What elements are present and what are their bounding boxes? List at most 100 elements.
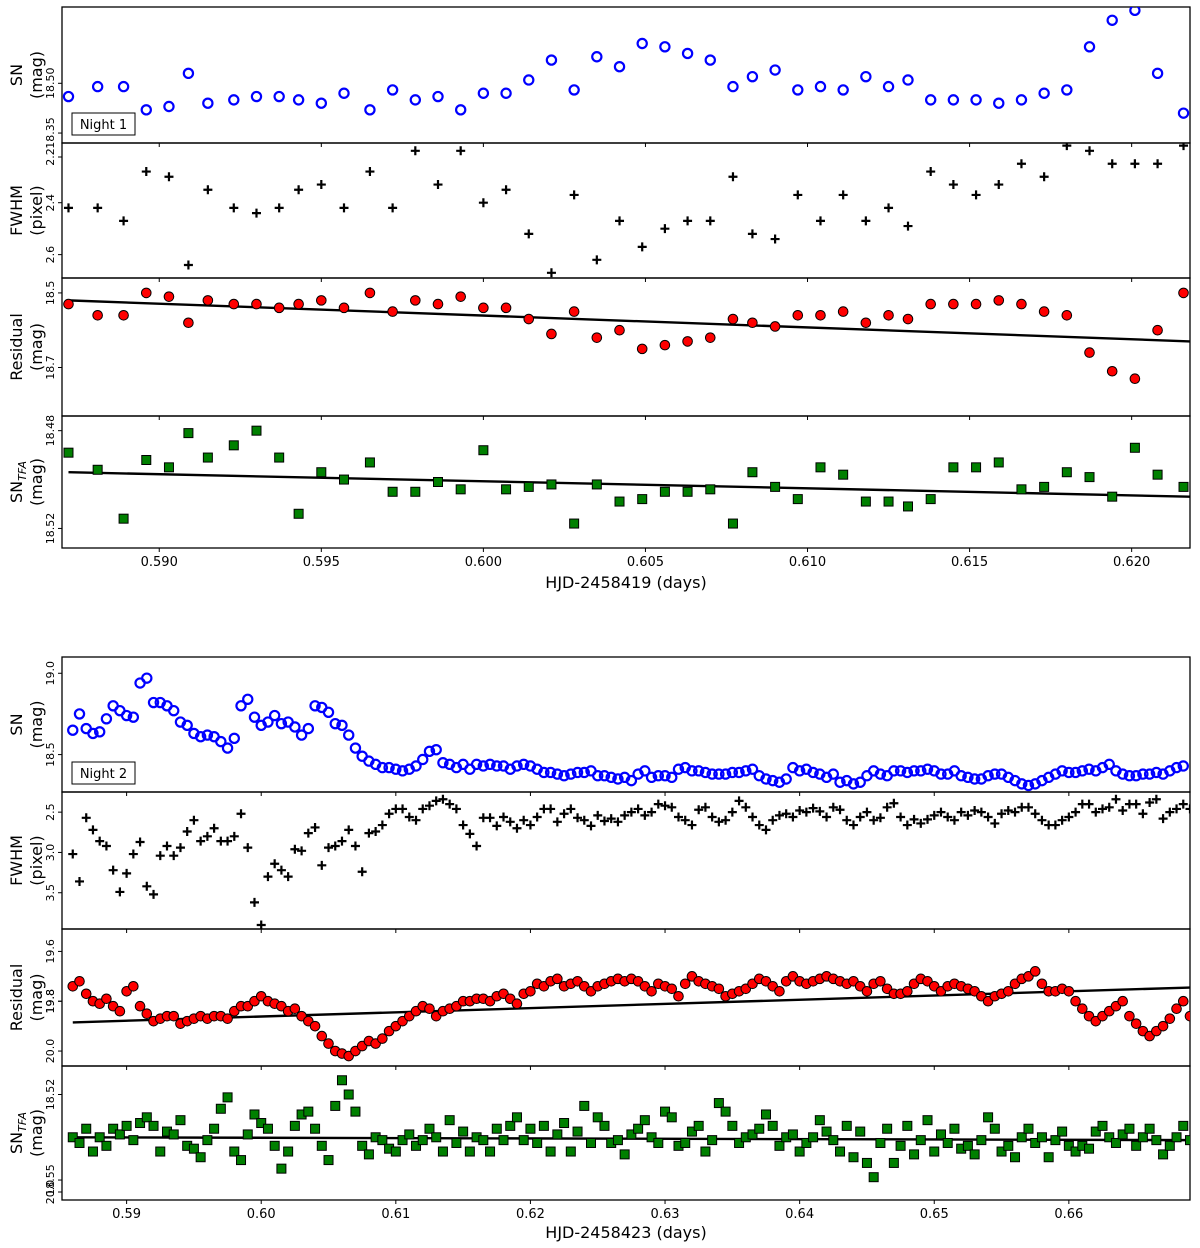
data-point	[705, 484, 716, 495]
data-point	[728, 172, 738, 182]
data-point	[769, 64, 781, 76]
data-point	[87, 1146, 98, 1157]
y-axis-unit: (mag)	[27, 458, 46, 506]
data-point	[432, 90, 444, 103]
y-axis-label: SN	[7, 713, 26, 735]
data-point	[652, 770, 665, 782]
data-point	[1178, 1120, 1189, 1131]
data-point	[1111, 794, 1121, 804]
data-point	[639, 765, 651, 777]
data-point	[606, 814, 616, 824]
data-point	[114, 1129, 125, 1140]
data-point	[572, 1126, 583, 1137]
data-point	[364, 828, 374, 838]
data-point	[552, 817, 562, 827]
data-point	[962, 771, 974, 784]
data-point	[626, 1129, 637, 1140]
data-point	[792, 309, 804, 321]
data-point	[1123, 770, 1136, 782]
data-point	[201, 729, 214, 741]
data-point	[637, 494, 648, 505]
data-point	[195, 1152, 206, 1163]
data-point	[936, 807, 946, 817]
data-point	[1036, 978, 1048, 990]
sntfa-panel: 20.0 18.52 18.55 SNTFA(mag) 0.59 0.60 0.61 0.62…	[7, 1065, 1191, 1222]
data-point	[993, 295, 1005, 306]
data-point	[837, 84, 849, 96]
data-point	[465, 829, 475, 839]
data-point	[229, 831, 239, 841]
data-point	[902, 985, 913, 997]
data-point	[1083, 763, 1095, 775]
data-point	[262, 716, 274, 728]
y-tick-label: 20.0	[44, 1180, 57, 1205]
data-point	[87, 727, 99, 740]
data-point	[478, 198, 488, 208]
data-point	[929, 810, 939, 820]
data-point	[1003, 1140, 1014, 1151]
data-point	[397, 1135, 408, 1146]
data-point	[101, 1140, 112, 1151]
data-point	[666, 1112, 677, 1123]
data-point	[289, 1120, 300, 1131]
data-point	[437, 1146, 448, 1157]
y-axis-label: Residual	[7, 313, 26, 381]
data-point	[929, 1146, 940, 1157]
data-point	[903, 501, 913, 512]
data-point	[682, 486, 693, 497]
data-point	[713, 1098, 724, 1109]
data-point	[478, 1135, 489, 1146]
data-point	[478, 445, 489, 456]
data-point	[1043, 1152, 1054, 1163]
data-point	[523, 481, 534, 492]
data-point	[592, 255, 602, 265]
data-point	[410, 146, 420, 156]
data-point	[569, 190, 579, 200]
data-series	[62, 7, 1190, 119]
data-point	[747, 229, 757, 239]
fwhm-panel: 2.2 2.4 2.6 FWHM (pixel)	[7, 142, 1191, 282]
data-point	[713, 983, 725, 995]
data-point	[491, 760, 503, 772]
data-point	[633, 804, 643, 814]
data-point	[875, 813, 885, 823]
data-point	[714, 817, 724, 827]
data-point	[316, 467, 327, 478]
data-point	[1090, 1126, 1101, 1137]
data-point	[1069, 766, 1082, 779]
data-point	[908, 765, 920, 777]
data-point	[141, 455, 152, 465]
data-point	[1070, 1146, 1081, 1157]
data-point	[888, 765, 900, 777]
y-axis-unit: (pixel)	[27, 185, 46, 235]
data-point	[922, 1115, 933, 1126]
data-point	[142, 881, 152, 891]
data-point	[1097, 1120, 1108, 1131]
data-point	[175, 843, 185, 853]
data-point	[815, 462, 826, 473]
data-point	[263, 872, 273, 882]
data-point	[182, 67, 195, 80]
data-point	[338, 87, 350, 99]
data-point	[591, 51, 603, 63]
data-point	[1050, 820, 1060, 830]
data-point	[971, 190, 981, 200]
data-point	[390, 763, 402, 775]
data-point	[273, 90, 285, 103]
data-point	[1124, 1123, 1135, 1134]
data-point	[915, 1135, 926, 1146]
data-point	[592, 1112, 603, 1123]
data-point	[511, 998, 523, 1010]
x-tick-label: 0.595	[303, 555, 340, 570]
data-point	[1077, 1003, 1088, 1015]
data-point	[222, 1013, 233, 1024]
data-point	[1003, 806, 1013, 816]
night-label: Night 2	[80, 767, 127, 782]
data-point	[316, 1030, 328, 1042]
data-point	[470, 758, 483, 771]
data-point	[1030, 809, 1040, 819]
data-point	[120, 709, 133, 722]
data-point	[477, 760, 490, 772]
data-point	[92, 309, 103, 321]
sn-panel: 18.35 18.50 SN (mag) Night 1	[7, 6, 1191, 149]
